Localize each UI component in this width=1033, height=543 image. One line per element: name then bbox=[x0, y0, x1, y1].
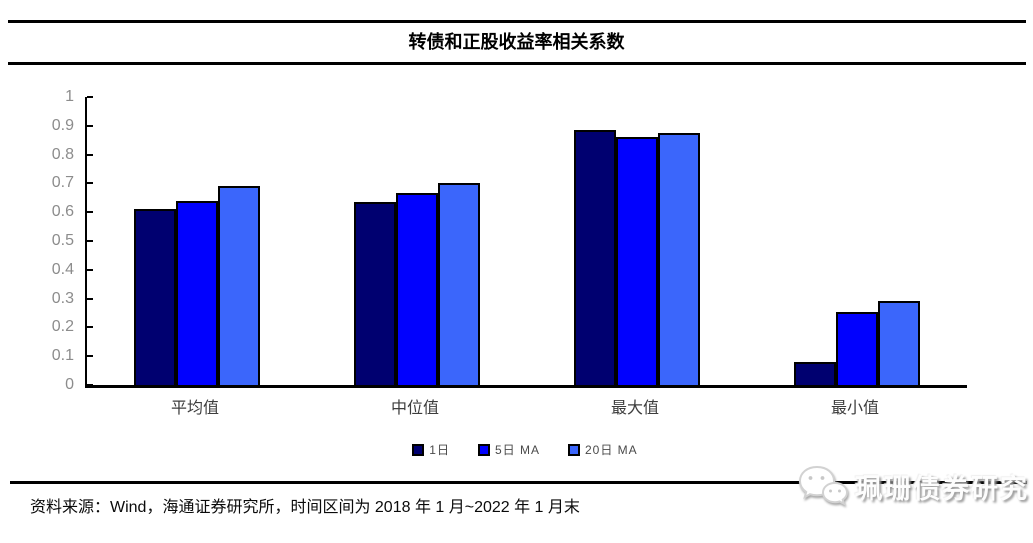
y-tick-mark bbox=[87, 182, 93, 185]
plot-area bbox=[85, 97, 967, 388]
y-tick-label: 0.9 bbox=[51, 116, 74, 134]
source-note: 资料来源：Wind，海通证券研究所，时间区间为 2018 年 1 月~2022 … bbox=[30, 499, 580, 516]
bar-1日-最大值 bbox=[574, 130, 616, 385]
bar-20日 MA-中位值 bbox=[438, 183, 480, 385]
bar-1日-中位值 bbox=[354, 202, 396, 385]
legend-label: 5日 MA bbox=[494, 443, 540, 457]
y-tick-label: 0.3 bbox=[51, 289, 74, 307]
x-category-label: 平均值 bbox=[170, 400, 219, 417]
bar-20日 MA-最大值 bbox=[658, 133, 700, 385]
legend-item-20日 MA: 20日 MA bbox=[568, 441, 638, 458]
bar-1日-最小值 bbox=[794, 362, 836, 385]
title-bottom-rule bbox=[8, 62, 1026, 65]
legend-swatch bbox=[477, 443, 490, 456]
bar-20日 MA-平均值 bbox=[218, 186, 260, 385]
y-tick-label: 1 bbox=[65, 88, 74, 105]
chart-legend: 1日 5日 MA 20日 MA bbox=[85, 441, 965, 458]
y-tick-mark bbox=[87, 96, 93, 98]
y-tick-label: 0.1 bbox=[51, 347, 74, 365]
wechat-icon bbox=[798, 465, 849, 506]
y-tick-label: 0.2 bbox=[51, 318, 74, 336]
watermark-text: 珮珊债券研究 bbox=[855, 473, 1029, 504]
y-tick-mark bbox=[87, 153, 93, 156]
bar-1日-平均值 bbox=[134, 209, 176, 385]
bar-5日 MA-中位值 bbox=[396, 193, 438, 385]
bar-5日 MA-最大值 bbox=[616, 137, 658, 385]
legend-item-1日: 1日 bbox=[412, 441, 450, 458]
y-tick-label: 0.4 bbox=[51, 260, 74, 278]
y-tick-mark bbox=[87, 240, 93, 242]
watermark: 珮珊债券研究 bbox=[797, 463, 1029, 509]
y-tick-label: 0.7 bbox=[51, 174, 74, 192]
legend-label: 20日 MA bbox=[585, 443, 638, 457]
legend-label: 1日 bbox=[429, 443, 450, 457]
x-category-label: 最小值 bbox=[830, 400, 879, 417]
legend-swatch bbox=[568, 443, 580, 456]
chart-title: 转债和正股收益率相关系数 bbox=[408, 32, 625, 52]
bar-5日 MA-平均值 bbox=[176, 201, 218, 385]
x-category-label: 最大值 bbox=[610, 400, 659, 417]
y-tick-mark bbox=[87, 268, 93, 271]
footer-rule bbox=[10, 481, 1027, 484]
y-tick-mark bbox=[87, 355, 93, 358]
bar-5日 MA-最小值 bbox=[836, 312, 878, 385]
legend-swatch bbox=[412, 443, 425, 456]
y-tick-mark bbox=[87, 297, 93, 300]
y-tick-mark bbox=[87, 211, 93, 214]
y-tick-mark bbox=[87, 326, 93, 329]
bar-20日 MA-最小值 bbox=[878, 301, 920, 385]
y-tick-label: 0.6 bbox=[51, 203, 74, 221]
legend-item-5日 MA: 5日 MA bbox=[477, 441, 540, 458]
title-top-rule bbox=[8, 20, 1026, 23]
x-category-label: 中位值 bbox=[390, 400, 439, 417]
y-tick-mark bbox=[87, 124, 93, 127]
y-tick-label: 0.5 bbox=[51, 232, 74, 249]
y-tick-label: 0.8 bbox=[51, 145, 74, 163]
y-tick-label: 0 bbox=[65, 376, 74, 393]
